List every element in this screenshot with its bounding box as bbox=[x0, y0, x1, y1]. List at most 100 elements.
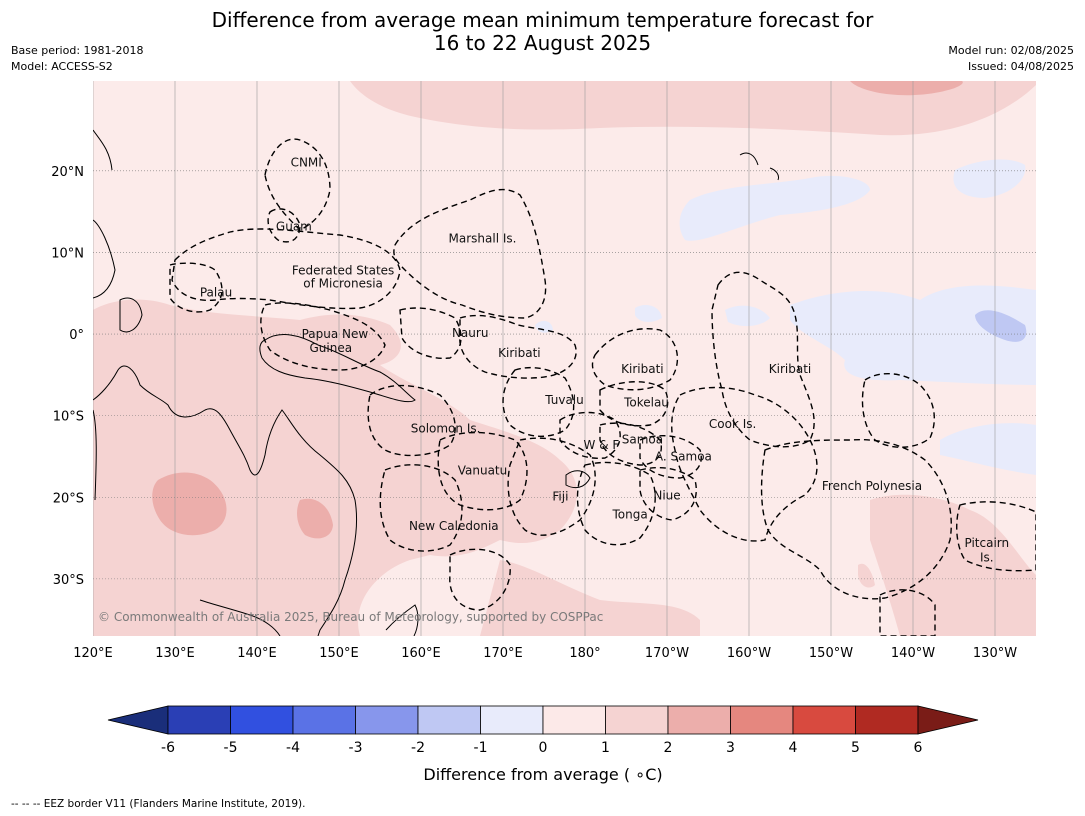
hawaii-coast bbox=[739, 152, 779, 181]
lon-tick-label: 160°E bbox=[401, 646, 441, 661]
region-label: A. Samoa bbox=[655, 449, 712, 463]
eez-french-polynesia bbox=[760, 438, 952, 600]
eez-footnote: -- -- -- EEZ border V11 (Flanders Marine… bbox=[11, 798, 306, 810]
region-label: Vanuatu bbox=[458, 463, 508, 477]
lat-tick-label: 10°N bbox=[51, 246, 84, 261]
colorbar-tick-label: -5 bbox=[224, 740, 238, 756]
map-panel bbox=[93, 81, 1036, 636]
eez-borders bbox=[169, 138, 1036, 636]
lat-tick-label: 10°S bbox=[53, 410, 84, 425]
region-label: Kiribati bbox=[498, 346, 540, 360]
colorbar-segment bbox=[230, 705, 294, 735]
region-label: Samoa bbox=[622, 432, 663, 446]
region-label: W & F bbox=[584, 438, 620, 452]
region-label: CNMI bbox=[291, 156, 322, 170]
map-title-line2: 16 to 22 August 2025 bbox=[433, 31, 652, 55]
eez-american-samoa bbox=[639, 435, 702, 479]
lon-tick-label: 130°E bbox=[155, 646, 195, 661]
anomaly-1-2-southeast bbox=[870, 494, 1036, 636]
colorbar-extend-low bbox=[107, 705, 169, 735]
eez-new-caledonia bbox=[379, 464, 463, 552]
lat-tick-label: 20°S bbox=[53, 491, 84, 506]
region-label: New Caledonia bbox=[409, 519, 499, 533]
eez-marquesas bbox=[861, 373, 936, 448]
colorbar-tick-label: 5 bbox=[851, 740, 860, 756]
eez-tuvalu bbox=[502, 366, 575, 437]
eez-fiji bbox=[507, 437, 596, 536]
region-label: Tuvalu bbox=[544, 393, 584, 407]
latitude-tick-labels: 20°N 10°N 0° 10°S 20°S 30°S bbox=[51, 165, 84, 588]
eez-png bbox=[260, 302, 386, 371]
colorbar-segment bbox=[292, 705, 356, 735]
fiji-coast bbox=[565, 470, 591, 489]
anomaly-1-2-north bbox=[350, 81, 1036, 136]
lon-tick-label: 130°W bbox=[973, 646, 1017, 661]
eez-niue bbox=[639, 467, 697, 521]
region-label: Palau bbox=[200, 285, 232, 299]
australia-coast bbox=[93, 365, 358, 636]
anomaly-minus1-0-central bbox=[679, 175, 870, 241]
australia-west-coast bbox=[93, 409, 97, 501]
lon-tick-label: 140°E bbox=[237, 646, 277, 661]
region-label: Tonga bbox=[611, 507, 647, 521]
region-label: French Polynesia bbox=[822, 479, 922, 493]
colorbar-tick-label: 2 bbox=[664, 740, 673, 756]
colorbar-segment bbox=[792, 705, 856, 735]
anomaly-minus1-0-northeast bbox=[953, 159, 1026, 198]
lat-tick-label: 0° bbox=[69, 328, 84, 343]
anomaly-minus1-0-southeast bbox=[940, 423, 1036, 475]
region-label: Cook Is. bbox=[709, 417, 756, 431]
eez-tokelau bbox=[599, 381, 669, 427]
tasmania-coast bbox=[199, 599, 281, 636]
anomaly-minus1-0-tiny bbox=[635, 305, 662, 322]
colorbar-tick-label: 4 bbox=[789, 740, 798, 756]
eez-samoa bbox=[599, 422, 662, 466]
eez-tonga bbox=[576, 461, 656, 546]
colorbar-segment bbox=[855, 705, 919, 735]
eez-guam bbox=[267, 208, 301, 243]
region-label: Guinea bbox=[310, 341, 353, 355]
lat-tick-label: 20°N bbox=[51, 165, 84, 180]
colorbar-segment bbox=[730, 705, 794, 735]
anomaly-2-3-north bbox=[850, 81, 963, 96]
lon-tick-label: 140°W bbox=[891, 646, 935, 661]
issued-date: Issued: 04/08/2025 bbox=[967, 60, 1074, 73]
region-label: Is. bbox=[980, 551, 994, 565]
region-label: Pitcairn bbox=[964, 536, 1009, 550]
longitude-tick-labels: 120°E 130°E 140°E 150°E 160°E 170°E 180° 170°W 1… bbox=[73, 646, 1017, 661]
lon-tick-label: 170°W bbox=[645, 646, 689, 661]
eez-pitcairn bbox=[956, 501, 1036, 572]
lon-tick-label: 120°E bbox=[73, 646, 113, 661]
region-label: Guam bbox=[276, 219, 312, 233]
region-label: Federated States bbox=[292, 263, 394, 277]
eez-cook bbox=[671, 386, 818, 542]
eez-micronesia bbox=[171, 228, 401, 310]
colorbar-tick-label: -2 bbox=[411, 740, 425, 756]
eez-marshall bbox=[393, 188, 547, 319]
coastlines bbox=[93, 129, 779, 636]
region-label: Fiji bbox=[552, 489, 568, 503]
eez-kiribati-line bbox=[711, 271, 815, 448]
eez-wallis-futuna bbox=[559, 411, 621, 459]
colorbar-tick-label: 1 bbox=[601, 740, 610, 756]
colorbar-tick-label: -6 bbox=[161, 740, 175, 756]
colorbar-segment bbox=[417, 705, 481, 735]
eez-norfolk bbox=[449, 548, 511, 611]
region-label: Kiribati bbox=[621, 362, 663, 376]
lon-tick-label: 180° bbox=[569, 646, 600, 661]
eez-palau bbox=[169, 262, 223, 313]
region-label: Tokelau bbox=[623, 396, 669, 410]
copyright-notice: © Commonwealth of Australia 2025, Bureau… bbox=[98, 610, 603, 624]
philippines-coast bbox=[93, 219, 116, 299]
colorbar-segment bbox=[605, 705, 669, 735]
eez-vanuatu bbox=[437, 431, 528, 511]
anomaly-minus1-0-small bbox=[725, 305, 770, 327]
region-label: Kiribati bbox=[769, 362, 811, 376]
lon-tick-label: 150°E bbox=[319, 646, 359, 661]
region-label: Nauru bbox=[452, 326, 488, 340]
anomaly-1-2-islet bbox=[858, 563, 875, 588]
colorbar-tick-label: 3 bbox=[726, 740, 735, 756]
lon-tick-label: 150°W bbox=[809, 646, 853, 661]
